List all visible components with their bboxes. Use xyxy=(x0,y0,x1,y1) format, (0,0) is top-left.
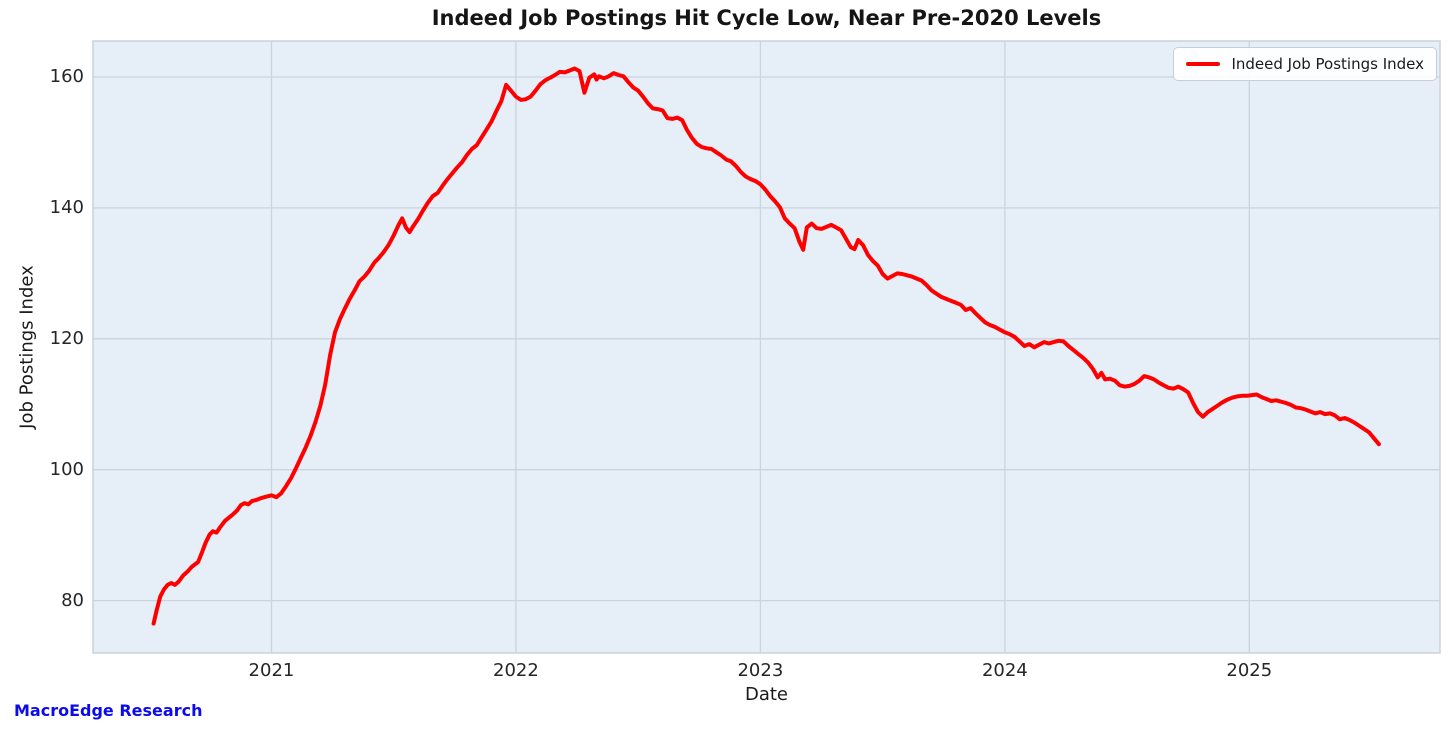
legend-line-swatch xyxy=(1186,62,1221,66)
y-tick-label: 120 xyxy=(49,327,84,349)
series-line xyxy=(151,66,1381,626)
x-axis-label: Date xyxy=(744,684,789,705)
y-tick-label: 160 xyxy=(49,66,84,87)
x-tick-label: 2025 xyxy=(1226,660,1273,681)
plot-area xyxy=(93,41,1440,653)
x-tick-label: 2021 xyxy=(248,660,295,681)
y-tick-label: 100 xyxy=(49,458,84,480)
y-tick-label: 80 xyxy=(61,589,84,611)
legend: Indeed Job Postings Index xyxy=(1173,47,1437,81)
chart-title: Indeed Job Postings Hit Cycle Low, Near … xyxy=(431,6,1102,30)
x-tick-label: 2022 xyxy=(493,660,539,681)
watermark: MacroEdge Research xyxy=(14,701,203,720)
x-tick-label: 2024 xyxy=(981,660,1028,681)
plot-border xyxy=(92,40,1441,654)
x-tick-label: 2023 xyxy=(737,660,784,681)
legend-label: Indeed Job Postings Index xyxy=(1231,55,1424,73)
y-tick-label: 140 xyxy=(49,196,84,218)
